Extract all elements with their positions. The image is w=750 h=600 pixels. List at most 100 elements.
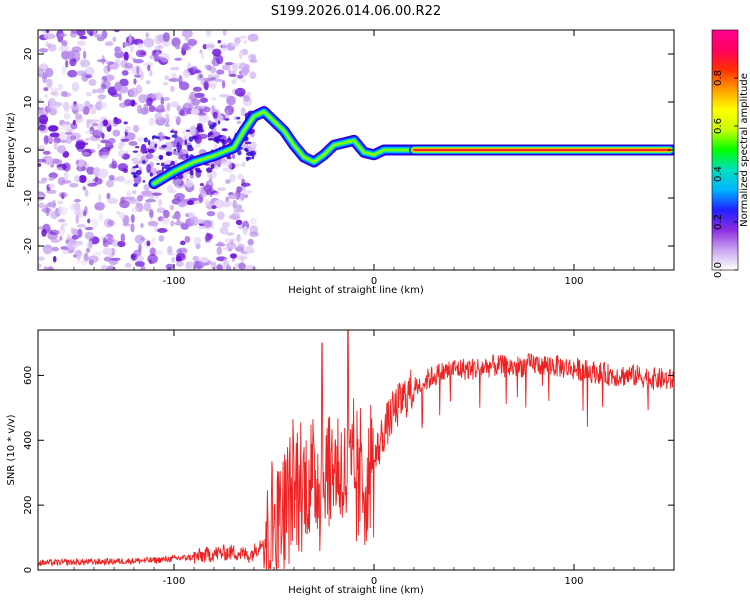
spectrogram-blob: [187, 200, 195, 206]
spectrogram-blob: [250, 54, 256, 60]
spectrogram-blob: [108, 174, 115, 181]
spectrogram-blob: [100, 264, 108, 270]
spectrogram-blob: [184, 236, 191, 243]
spectrogram-blob: [187, 38, 198, 46]
spectrogram-blob: [158, 198, 163, 207]
spectrogram-blob: [239, 35, 247, 40]
spectrogram-blob: [249, 71, 257, 80]
spectrogram-blob: [60, 139, 67, 144]
snr-frame: [37, 329, 675, 571]
snr-ylabel: SNR (10 * v/v): [6, 414, 17, 485]
spectrogram-blob: [80, 59, 85, 68]
spectrogram-blob: [124, 132, 136, 141]
spectrogram-blob: [199, 73, 203, 79]
spectrogram-blob: [231, 153, 236, 159]
spectrogram-blob: [246, 156, 249, 162]
spectrogram-blob: [47, 266, 54, 270]
spectrogram-blob: [210, 97, 217, 101]
spectrogram-blob: [251, 155, 255, 160]
spectrogram-blob: [84, 130, 94, 134]
spectrogram-blob: [131, 207, 140, 213]
spectrogram-blob: [86, 166, 95, 175]
spectrogram-blob: [205, 30, 212, 37]
spectrogram-blob: [77, 40, 84, 45]
spectrogram-blob: [44, 67, 54, 78]
spectrogram-blob: [240, 107, 246, 117]
spectrogram-blob: [149, 247, 156, 256]
spectrogram-blob: [187, 146, 194, 152]
spectrogram-blob: [43, 32, 52, 40]
spectrogram-blob: [133, 124, 139, 133]
spectrogram-blob: [226, 265, 232, 270]
spectrogram-blob: [87, 183, 97, 187]
spectrogram-blob: [84, 66, 95, 76]
spectrogram-blob: [41, 62, 46, 70]
spectrogram-blob: [58, 33, 67, 37]
spectrogram-blob: [75, 214, 79, 224]
spectrogram-blob: [185, 153, 189, 159]
spectrogram-blob: [243, 95, 251, 102]
spectrogram-blob: [175, 260, 184, 267]
spectrogram-blob: [246, 91, 252, 96]
spectrogram-blob: [61, 64, 67, 75]
spectrogram-blob: [145, 199, 157, 203]
colorbar-ticks: 0.0 0.2 0.4 0.6 0.8: [713, 70, 738, 278]
spectrogram-blob: [79, 35, 88, 40]
spectrogram-blob: [199, 49, 203, 54]
spectrogram-blob: [93, 30, 97, 33]
spectrogram-blob: [146, 163, 152, 174]
spectrogram-blob: [200, 52, 204, 60]
spectrogram-blob: [162, 40, 171, 47]
spectrogram-blob: [166, 252, 176, 256]
spectrogram-blob: [112, 129, 121, 137]
spectrogram-blob: [211, 57, 220, 67]
spectrogram-blob: [215, 79, 224, 82]
spectrogram-blob: [192, 260, 204, 270]
spectrogram-blob: [203, 106, 211, 113]
spectrogram-blob: [74, 175, 81, 183]
spectrogram-blob: [204, 64, 210, 70]
spectrogram-blob: [168, 164, 172, 167]
spectrogram-blob: [243, 40, 247, 44]
spectrogram-blob: [237, 150, 242, 156]
y-tick-label: -20: [23, 238, 34, 254]
spectrogram-blob: [99, 212, 103, 222]
spectrogram-blob: [194, 167, 201, 172]
spectrogram-blob: [191, 135, 198, 140]
spectrogram-blob: [222, 42, 229, 50]
spectrogram-blob: [188, 67, 197, 71]
spectrogram-blob: [206, 167, 213, 173]
spectrogram-blob: [41, 229, 47, 237]
spectrogram-blob: [231, 65, 239, 72]
spectrogram-blob: [235, 219, 243, 225]
spectrogram-blob: [129, 87, 139, 98]
spectrogram-blob: [106, 192, 111, 200]
spectrogram-blob: [48, 172, 58, 179]
spectrogram-blob: [211, 76, 216, 81]
spectrogram-blob: [188, 91, 198, 101]
spectrogram-blob: [124, 262, 132, 268]
spectrogram-blob: [119, 200, 130, 209]
spectrogram-blob: [139, 70, 144, 81]
spectrogram-blob: [43, 135, 49, 145]
spectrogram-blob: [211, 205, 217, 210]
spectrogram-blob: [236, 186, 243, 193]
spectrogram-blob: [213, 192, 220, 197]
spectrogram-blob: [77, 228, 83, 238]
spectrogram-blob: [108, 238, 116, 243]
spectrogram-blob: [119, 78, 129, 87]
spectrogram-blob: [173, 115, 179, 120]
spectrogram-blob: [164, 123, 170, 127]
spectrogram-blob: [70, 30, 78, 34]
spectrogram-blob: [103, 65, 110, 74]
spectrogram-blob: [160, 96, 165, 105]
spectrogram-blob: [38, 256, 45, 261]
spectrogram-blob: [205, 42, 216, 51]
spectrogram-blob: [84, 226, 94, 231]
spectrogram-blob: [62, 101, 70, 111]
spectrogram-blob: [107, 197, 118, 204]
spectrogram-blob: [52, 91, 59, 97]
spectrogram-blob: [225, 196, 229, 202]
spectrogram-blob: [58, 191, 68, 198]
